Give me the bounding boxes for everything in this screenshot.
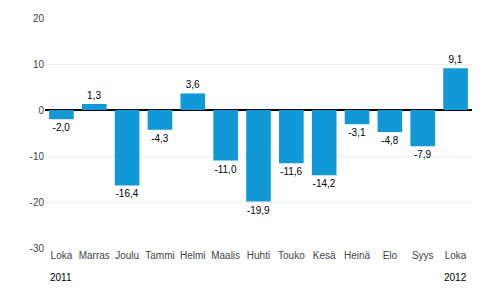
svg-text:1,3: 1,3	[87, 90, 101, 101]
svg-text:-16,4: -16,4	[115, 188, 138, 199]
svg-text:Elo: Elo	[383, 250, 398, 261]
svg-text:Tammi: Tammi	[145, 250, 174, 261]
svg-text:-30: -30	[30, 243, 45, 254]
svg-text:3,6: 3,6	[186, 79, 200, 90]
svg-text:Loka: Loka	[51, 250, 73, 261]
svg-text:10: 10	[33, 59, 45, 70]
svg-text:Huhti: Huhti	[247, 250, 270, 261]
svg-text:Kesä: Kesä	[313, 250, 336, 261]
svg-text:-14,2: -14,2	[313, 178, 336, 189]
svg-text:Touko: Touko	[278, 250, 305, 261]
svg-text:0: 0	[38, 105, 44, 116]
svg-text:-20: -20	[30, 197, 45, 208]
svg-text:-11,0: -11,0	[214, 164, 236, 175]
svg-text:-2,0: -2,0	[53, 122, 71, 133]
svg-text:Syys: Syys	[412, 250, 434, 261]
svg-text:Maalis: Maalis	[211, 250, 240, 261]
svg-text:-10: -10	[30, 151, 45, 162]
svg-text:2011: 2011	[50, 272, 72, 283]
svg-text:Joulu: Joulu	[115, 250, 139, 261]
svg-text:-19,9: -19,9	[247, 205, 270, 216]
svg-text:2012: 2012	[444, 272, 467, 283]
svg-text:-4,8: -4,8	[381, 135, 399, 146]
svg-text:20: 20	[33, 13, 45, 24]
svg-text:9,1: 9,1	[448, 54, 462, 65]
svg-text:-4,3: -4,3	[151, 133, 169, 144]
svg-text:-11,6: -11,6	[280, 166, 302, 177]
svg-text:-3,1: -3,1	[348, 127, 366, 138]
svg-text:Marras: Marras	[79, 250, 110, 261]
svg-text:Loka: Loka	[445, 250, 467, 261]
svg-text:Heinä: Heinä	[344, 250, 371, 261]
svg-text:Helmi: Helmi	[180, 250, 206, 261]
svg-text:-7,9: -7,9	[414, 149, 432, 160]
